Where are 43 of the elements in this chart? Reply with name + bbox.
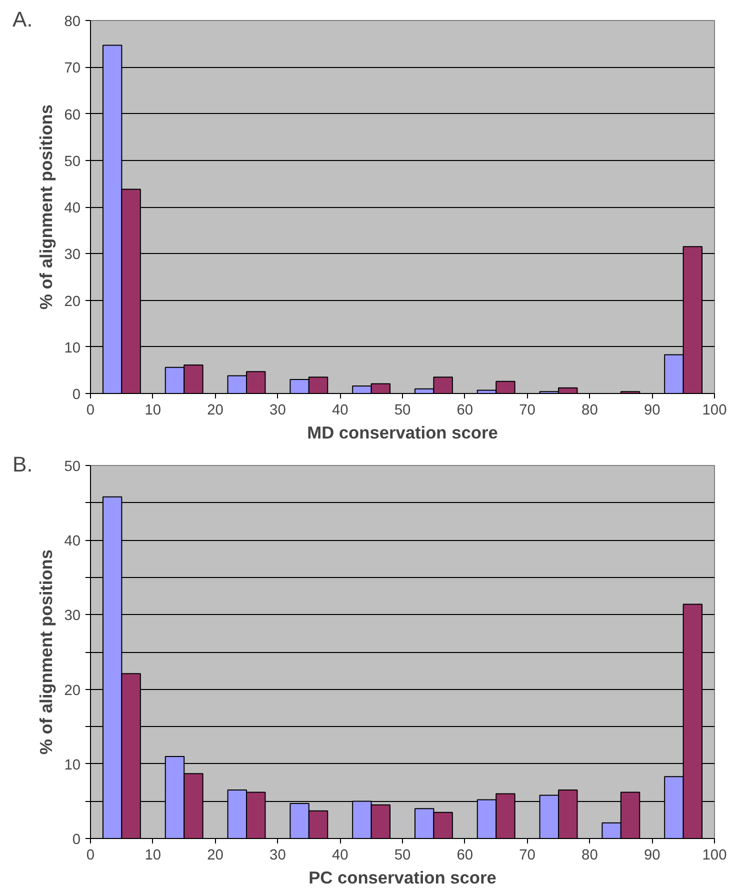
x-tick-label: 40 [332, 848, 348, 864]
x-tick-label: 50 [394, 848, 411, 864]
y-tick-label: 0 [72, 832, 81, 848]
x-tick-label: 90 [644, 848, 660, 864]
x-tick-label: 0 [86, 848, 95, 864]
x-tick-label: 80 [582, 848, 598, 864]
y-tick-label: 50 [64, 154, 81, 170]
x-tick-label: 70 [519, 402, 536, 418]
y-tick-label: 10 [64, 757, 81, 774]
y-axis-title: % of alignment positions [36, 104, 56, 310]
y-tick-label: 40 [64, 534, 81, 550]
text: A. [12, 8, 33, 32]
x-tick-label: 30 [270, 848, 286, 864]
x-tick-label: 100 [702, 848, 727, 864]
x-axis-title: PC conservation score [308, 868, 497, 888]
y-tick-label: 20 [64, 682, 81, 699]
y-tick-label: 10 [64, 340, 81, 356]
x-axis-title: MD conservation score [307, 422, 498, 442]
x-tick-label: 80 [582, 402, 598, 418]
x-tick-label: 20 [207, 402, 224, 418]
y-tick-label: 20 [64, 294, 81, 310]
y-tick-label: 60 [64, 107, 81, 124]
x-tick-label: 90 [644, 402, 660, 418]
x-tick-label: 60 [456, 402, 474, 418]
y-tick-label: 30 [64, 247, 81, 264]
x-tick-label: 70 [519, 848, 536, 864]
x-tick-label: 50 [394, 402, 411, 418]
text: B. [12, 452, 33, 476]
y-tick-label: 70 [64, 60, 81, 77]
x-tick-label: 10 [144, 848, 162, 864]
x-tick-label: 20 [207, 848, 224, 864]
x-tick-label: 0 [86, 402, 95, 418]
x-tick-label: 30 [270, 402, 286, 418]
x-tick-label: 100 [702, 402, 727, 418]
y-tick-label: 30 [64, 608, 81, 624]
y-axis-title: % of alignment positions [36, 549, 56, 755]
x-tick-label: 60 [456, 848, 474, 864]
y-tick-label: 40 [64, 200, 81, 216]
y-tick-label: 80 [64, 14, 81, 30]
x-tick-label: 10 [144, 402, 162, 418]
y-tick-label: 0 [72, 387, 81, 403]
x-tick-label: 40 [332, 402, 348, 418]
y-tick-label: 50 [64, 459, 81, 475]
